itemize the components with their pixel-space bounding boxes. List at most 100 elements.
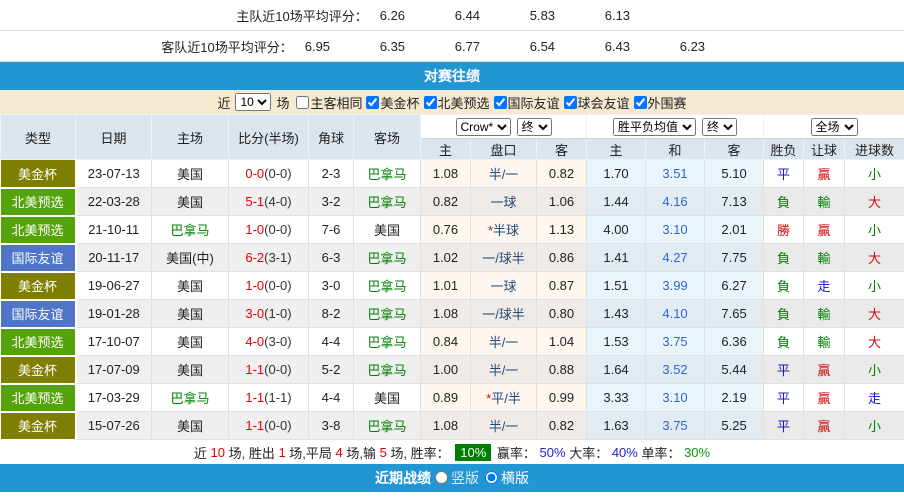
handicap-result-cell: 贏 bbox=[803, 355, 846, 384]
filter-option[interactable]: 球会友谊 bbox=[563, 93, 630, 112]
layout-radio-横版[interactable] bbox=[485, 471, 498, 484]
asian-away-odds-cell: 1.13 bbox=[535, 215, 588, 244]
summary-segment: 4 bbox=[335, 444, 343, 460]
match-date-cell: 22-03-28 bbox=[75, 187, 152, 216]
wdl-result-cell: 平 bbox=[763, 159, 805, 188]
halftime-score: (0-0) bbox=[264, 362, 292, 377]
filter-option[interactable]: 美金杯 bbox=[366, 93, 420, 112]
euro-away-odds-cell: 6.27 bbox=[704, 271, 765, 300]
filter-checkbox-主客相同[interactable] bbox=[296, 95, 310, 109]
layout-radio-竖版[interactable] bbox=[435, 471, 448, 484]
summary-segment: 大率： bbox=[565, 445, 612, 461]
euro-away-odds-cell: 5.44 bbox=[704, 355, 765, 384]
subcol-header: 盘口 bbox=[470, 138, 537, 160]
scope-select[interactable]: 全场 bbox=[810, 117, 858, 136]
layout-option[interactable]: 横版 bbox=[485, 468, 529, 488]
away-team-cell: 巴拿马 bbox=[353, 411, 421, 440]
wdl-result-cell: 勝 bbox=[763, 215, 805, 244]
euro-away-odds-cell: 5.10 bbox=[704, 159, 765, 188]
match-date-cell: 19-06-27 bbox=[75, 271, 152, 300]
fulltime-score: 6-2 bbox=[245, 250, 265, 265]
filter-checkbox-北美预选[interactable] bbox=[423, 95, 437, 109]
summary-segment: 赢率： bbox=[493, 445, 540, 461]
match-row: 北美预选 22-03-28 美国 5-1(4-0) 3-2 巴拿马 0.82 一球 1.06 1.… bbox=[0, 187, 904, 217]
filter-checkbox-球会友谊[interactable] bbox=[563, 95, 577, 109]
home-rating-values: 6.26 6.44 5.83 6.13 bbox=[368, 8, 668, 23]
asian-odds-group-header: Crow* 终 bbox=[419, 114, 588, 139]
handicap-cell: 半/一 bbox=[470, 327, 537, 356]
halftime-score: (0-0) bbox=[264, 222, 292, 237]
corners-cell: 2-3 bbox=[308, 159, 354, 188]
footer-layout-options: 竖版 横版 bbox=[435, 468, 529, 488]
corners-cell: 3-0 bbox=[308, 271, 354, 300]
filter-prefix-label: 近 bbox=[217, 95, 231, 111]
euro-odds-select[interactable]: 胜平负均值 bbox=[613, 117, 697, 136]
handicap-text: 半球 bbox=[493, 223, 520, 238]
filter-option[interactable]: 北美预选 bbox=[423, 93, 490, 112]
handicap-text: 一球 bbox=[490, 195, 517, 210]
home-rating-value: 6.26 bbox=[379, 7, 406, 23]
euro-home-odds-cell: 1.63 bbox=[586, 411, 647, 440]
asian-away-odds-cell: 0.88 bbox=[535, 355, 588, 384]
halftime-score: (1-1) bbox=[264, 390, 292, 405]
euro-home-odds-cell: 3.33 bbox=[586, 383, 647, 412]
home-team-cell: 美国 bbox=[151, 327, 229, 356]
match-row: 北美预选 17-10-07 美国 4-0(3-0) 4-4 巴拿马 0.84 半/一 1.04 1… bbox=[0, 327, 904, 357]
goals-result-cell: 大 bbox=[844, 327, 904, 356]
corners-cell: 4-4 bbox=[308, 327, 354, 356]
match-date-cell: 17-07-09 bbox=[75, 355, 152, 384]
summary-row: 近 10 场, 胜出 1 场,平局 4 场,输 5 场, 胜率： 10% 赢率：… bbox=[0, 440, 904, 464]
home-team-cell: 美国(中) bbox=[151, 243, 229, 272]
wdl-result-cell: 負 bbox=[763, 299, 805, 328]
handicap-text: 半/一 bbox=[488, 335, 519, 350]
goals-result-cell: 大 bbox=[844, 187, 904, 216]
euro-period-select[interactable]: 终 bbox=[702, 117, 738, 136]
filter-option[interactable]: 主客相同 bbox=[296, 93, 362, 112]
col-header-score: 比分(半场) bbox=[228, 114, 309, 160]
summary-segment: 场, 胜出 bbox=[224, 445, 279, 461]
home-rating-value: 6.13 bbox=[604, 7, 631, 23]
odds-provider-select[interactable]: Crow* bbox=[455, 117, 511, 136]
section-title: 对赛往绩 bbox=[424, 68, 480, 84]
match-date-cell: 23-07-13 bbox=[75, 159, 152, 188]
handicap-result-cell: 輸 bbox=[803, 299, 846, 328]
handicap-text: 半/一 bbox=[488, 167, 519, 182]
asian-period-select[interactable]: 终 bbox=[516, 117, 552, 136]
filter-checkbox-外围赛[interactable] bbox=[633, 95, 647, 109]
filter-suffix-label: 场 bbox=[276, 95, 290, 111]
filter-option[interactable]: 国际友谊 bbox=[493, 93, 560, 112]
match-type-cell: 美金杯 bbox=[0, 271, 77, 301]
asian-away-odds-cell: 0.87 bbox=[535, 271, 588, 300]
fulltime-score: 1-1 bbox=[245, 362, 265, 377]
match-row: 国际友谊 20-11-17 美国(中) 6-2(3-1) 6-3 巴拿马 1.02 一/球半 0… bbox=[0, 243, 904, 273]
layout-option[interactable]: 竖版 bbox=[435, 468, 479, 488]
filter-checkbox-美金杯[interactable] bbox=[366, 95, 380, 109]
asian-home-odds-cell: 0.82 bbox=[420, 187, 471, 216]
goals-result-cell: 大 bbox=[844, 299, 904, 328]
away-rating-value: 6.77 bbox=[454, 38, 481, 54]
away-rating-value: 6.23 bbox=[679, 38, 706, 54]
match-type-cell: 北美预选 bbox=[0, 327, 77, 357]
match-count-select[interactable]: 10 bbox=[235, 93, 272, 111]
col-header-corners: 角球 bbox=[308, 114, 354, 160]
asian-away-odds-cell: 0.99 bbox=[535, 383, 588, 412]
halftime-score: (1-0) bbox=[264, 306, 292, 321]
score-cell: 5-1(4-0) bbox=[228, 187, 309, 216]
match-type-cell: 美金杯 bbox=[0, 411, 77, 441]
handicap-text: 半/一 bbox=[488, 363, 519, 378]
summary-segment: 40% bbox=[611, 444, 638, 460]
filter-option[interactable]: 外围赛 bbox=[633, 93, 687, 112]
handicap-result-cell: 輸 bbox=[803, 243, 846, 272]
handicap-text: 一/球半 bbox=[482, 307, 525, 322]
match-row: 国际友谊 19-01-28 美国 3-0(1-0) 8-2 巴拿马 1.08 一/球半 0.80… bbox=[0, 299, 904, 329]
home-rating-row: 主队近10场平均评分： 6.26 6.44 5.83 6.13 bbox=[0, 0, 904, 31]
filter-checkbox-国际友谊[interactable] bbox=[493, 95, 507, 109]
filter-option-label: 外围赛 bbox=[647, 95, 687, 111]
match-row: 美金杯 19-06-27 美国 1-0(0-0) 3-0 巴拿马 1.01 一球 0.87 1.5… bbox=[0, 271, 904, 301]
handicap-result-cell: 贏 bbox=[803, 411, 846, 440]
goals-result-cell: 走 bbox=[844, 383, 904, 412]
h2h-table: 类型 日期 主场 比分(半场) 角球 客场 Crow* 终 胜平负均值终 全场 主… bbox=[0, 114, 904, 441]
euro-draw-odds-cell: 3.10 bbox=[645, 215, 706, 244]
handicap-cell: 一球 bbox=[470, 271, 537, 300]
asian-home-odds-cell: 1.08 bbox=[420, 159, 471, 188]
